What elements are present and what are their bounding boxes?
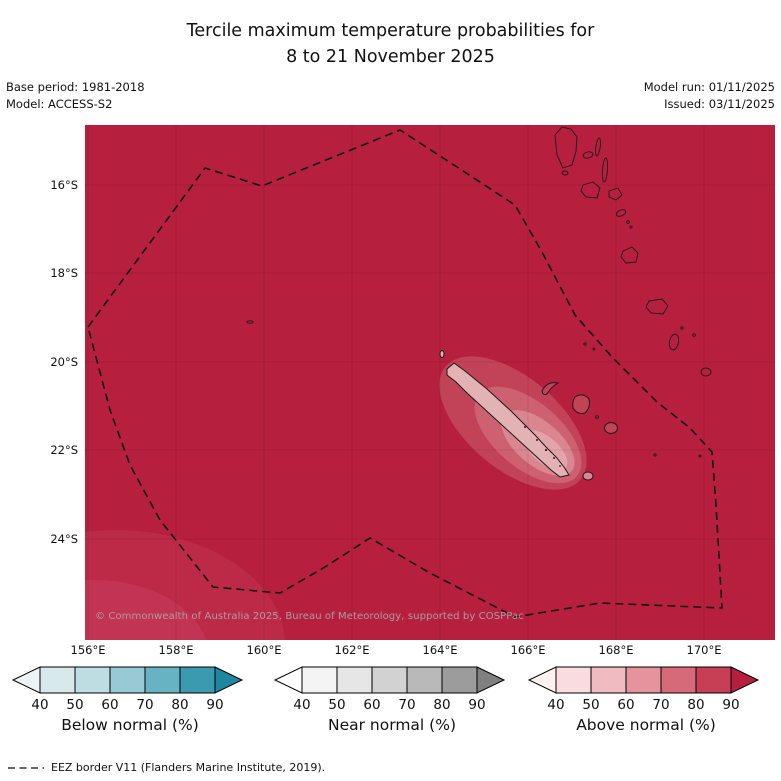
eez-footnote: EEZ border V11 (Flanders Marine Institut…: [8, 761, 325, 774]
lifou-island: [572, 394, 590, 414]
shepherd-islet: [626, 220, 630, 224]
colorbar-left-arrow: [11, 666, 41, 694]
lat-label-20s: 20°S: [50, 355, 78, 369]
tick-label: 90: [206, 697, 224, 713]
pentecost-island: [601, 157, 609, 183]
lon-label-170e: 170°E: [686, 643, 722, 657]
tanna-island: [668, 333, 680, 351]
legend-caption-below-normal: Below normal (%): [61, 716, 199, 734]
new-caledonia-islands: [439, 350, 618, 481]
copyright-text: © Commonwealth of Australia 2025, Bureau…: [95, 611, 524, 622]
lat-label-24s: 24°S: [50, 532, 78, 546]
isle-of-pines: [582, 471, 594, 481]
grande-terre-island: [446, 362, 570, 478]
tick-label: 80: [687, 697, 705, 713]
tick-label: 60: [101, 697, 119, 713]
epi-island: [615, 209, 627, 217]
ouvea-island: [541, 382, 560, 396]
probability-map: [85, 125, 775, 640]
colorbar-left-arrow: [527, 666, 557, 694]
eez-border-line: [87, 129, 723, 618]
title-line-1: Tercile maximum temperature probabilitie…: [186, 21, 595, 41]
lat-label-16s: 16°S: [50, 178, 78, 192]
maewo-island: [595, 137, 601, 157]
model-text: Model: ACCESS-S2: [6, 97, 113, 111]
tick-label: 90: [468, 697, 486, 713]
lon-label-162e: 162°E: [334, 643, 370, 657]
malakula-island: [580, 181, 601, 199]
tick-label: 70: [136, 697, 154, 713]
tick-label: 70: [398, 697, 416, 713]
tick-label: 80: [433, 697, 451, 713]
above-normal-colorbar: [527, 666, 760, 694]
tick-label: 50: [328, 697, 346, 713]
grid-lines: [85, 125, 775, 640]
tiga-islet: [595, 415, 599, 419]
colorbar-right-arrow: [730, 666, 760, 694]
base-period-text: Base period: 1981-2018: [6, 80, 145, 94]
tick-label: 50: [582, 697, 600, 713]
legend-below-normal: 40 50 60 70 80 90 Below normal (%): [6, 666, 256, 744]
erromango-island: [645, 298, 669, 315]
tick-label: 50: [66, 697, 84, 713]
legend-caption-near-normal: Near normal (%): [328, 716, 456, 734]
colorbar-right-arrow: [476, 666, 506, 694]
futuna-islet: [692, 333, 696, 337]
page-title: Tercile maximum temperature probabilitie…: [0, 18, 781, 70]
meta-left: Base period: 1981-2018 Model: ACCESS-S2: [6, 79, 145, 113]
efate-island: [620, 246, 639, 264]
aniwa-islet: [680, 326, 684, 330]
lon-label-160e: 160°E: [246, 643, 282, 657]
malo-island: [561, 170, 569, 176]
lon-label-168e: 168°E: [598, 643, 634, 657]
tick-label: 90: [722, 697, 740, 713]
near-normal-colorbar: [273, 666, 506, 694]
espiritu-santo-island: [554, 126, 578, 169]
tick-label: 70: [652, 697, 670, 713]
tick-label: 40: [547, 697, 565, 713]
colorbar-right-arrow: [214, 666, 244, 694]
ambrym-island: [608, 187, 623, 201]
legend-above-normal: 40 50 60 70 80 90 Above normal (%): [522, 666, 772, 744]
aneityum-island: [700, 367, 712, 377]
footnote-text: EEZ border V11 (Flanders Marine Institut…: [51, 761, 326, 774]
issued-text: Issued: 03/11/2025: [664, 97, 775, 111]
lon-label-158e: 158°E: [158, 643, 194, 657]
tick-label: 40: [293, 697, 311, 713]
legend-near-normal: 40 50 60 70 80 90 Near normal (%): [268, 666, 518, 744]
meta-right: Model run: 01/11/2025 Issued: 03/11/2025: [644, 79, 775, 113]
lon-label-156e: 156°E: [70, 643, 106, 657]
dashed-line-icon: [8, 766, 44, 769]
mare-island: [604, 422, 618, 434]
lon-label-164e: 164°E: [422, 643, 458, 657]
small-reefs: [246, 320, 702, 458]
island-terrain-specks: [524, 426, 561, 467]
vanuatu-islands: [554, 126, 712, 377]
lat-label-22s: 22°S: [50, 443, 78, 457]
tick-label: 60: [617, 697, 635, 713]
tick-label: 40: [31, 697, 49, 713]
lon-label-166e: 166°E: [510, 643, 546, 657]
tick-label: 80: [171, 697, 189, 713]
ambae-island: [582, 151, 594, 159]
below-normal-colorbar: [11, 666, 244, 694]
colorbar-left-arrow: [273, 666, 303, 694]
lat-label-18s: 18°S: [50, 266, 78, 280]
legend-caption-above-normal: Above normal (%): [576, 716, 716, 734]
belep-islands: [439, 350, 445, 358]
model-run-text: Model run: 01/11/2025: [643, 80, 775, 94]
tick-label: 60: [363, 697, 381, 713]
shepherd-islet: [629, 225, 633, 229]
title-line-2: 8 to 21 November 2025: [286, 47, 495, 67]
